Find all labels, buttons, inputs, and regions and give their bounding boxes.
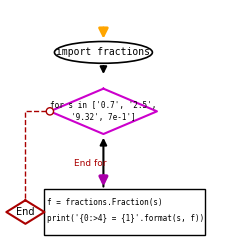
Text: import fractions: import fractions [56,47,150,57]
Ellipse shape [54,42,152,63]
Circle shape [46,108,53,115]
Text: print('{0:>4} = {1}'.format(s, f)): print('{0:>4} = {1}'.format(s, f)) [47,214,204,223]
FancyBboxPatch shape [43,189,204,235]
Text: End for: End for [74,159,106,169]
Text: for s in ['0.7', '2.5',: for s in ['0.7', '2.5', [50,101,156,110]
Text: End: End [16,207,35,217]
Text: '9.32', 7e-1']: '9.32', 7e-1'] [71,113,135,122]
Polygon shape [50,89,156,134]
Polygon shape [6,200,44,224]
Text: f = fractions.Fraction(s): f = fractions.Fraction(s) [47,197,162,207]
